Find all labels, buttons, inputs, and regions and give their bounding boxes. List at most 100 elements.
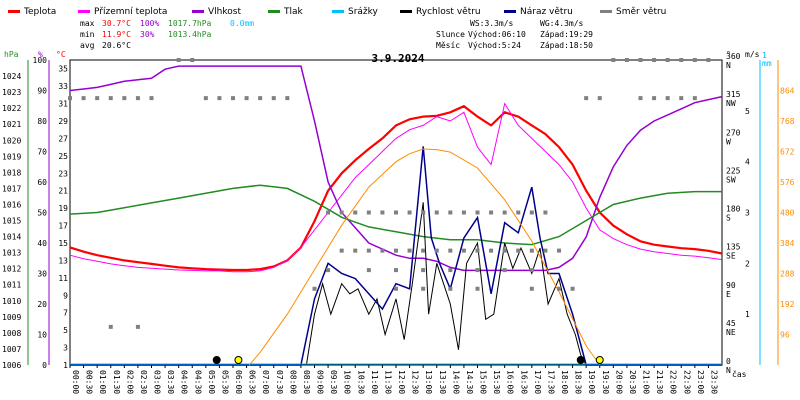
x-tick-label: 05:00 <box>207 370 216 394</box>
humidity-tick: 60 <box>37 178 47 187</box>
wind-direction-point <box>108 324 113 329</box>
temperature-tick: 27 <box>58 134 68 143</box>
astro-moon-label: Měsíc <box>436 41 460 50</box>
wind-direction-point <box>489 248 494 253</box>
direction-tick-label: NW <box>726 99 736 108</box>
pressure-tick: 1007 <box>2 345 21 354</box>
temperature-tick: 1 <box>63 361 68 370</box>
legend-label: Teplota <box>23 7 56 17</box>
x-tick-label: 02:30 <box>139 370 148 394</box>
wind-direction-point <box>366 248 371 253</box>
x-tick-label: 21:30 <box>655 370 664 394</box>
pressure-tick: 1020 <box>2 136 21 145</box>
solar-tick: 768 <box>780 117 795 126</box>
wind-direction-point <box>421 248 426 253</box>
legend-label: Rychlost větru <box>416 7 481 17</box>
wind-direction-point <box>543 210 548 215</box>
x-tick-label: 11:00 <box>370 370 379 394</box>
temperature-tick: 9 <box>63 291 68 300</box>
humidity-tick: 0 <box>42 361 47 370</box>
series-teplota <box>69 104 723 272</box>
humidity-tick: 40 <box>37 239 47 248</box>
humidity-unit: % <box>38 50 43 59</box>
x-tick-label: 17:00 <box>533 370 542 394</box>
x-tick-label: 04:30 <box>193 370 202 394</box>
series-wind-direction <box>68 58 711 329</box>
wind-direction-point <box>665 96 670 101</box>
wind-direction-point <box>285 96 290 101</box>
series-tlak <box>69 184 722 246</box>
x-tick-label: 20:00 <box>614 370 623 394</box>
x-tick-label: 00:30 <box>85 370 94 394</box>
wind-direction-point <box>394 248 398 253</box>
solar-tick: 192 <box>780 300 795 309</box>
wind-direction-point <box>122 96 127 101</box>
direction-tick: 135 <box>726 243 741 252</box>
stat-min-press: 1013.4hPa <box>168 30 212 39</box>
solar-tick: 384 <box>780 239 795 248</box>
wind-direction-point <box>231 96 235 101</box>
solar-tick: 480 <box>780 209 795 218</box>
wind-direction-point <box>529 268 534 273</box>
pressure-tick: 1016 <box>2 200 21 209</box>
moonrise-marker <box>212 356 221 364</box>
wind-direction-point <box>108 96 113 101</box>
x-tick-label: 14:00 <box>451 370 460 394</box>
wind-direction-point <box>394 268 398 273</box>
temperature-tick: 17 <box>58 222 68 231</box>
x-tick-label: 11:30 <box>383 370 392 394</box>
temperature-tick: 7 <box>63 309 68 318</box>
wind-direction-point <box>68 96 72 101</box>
wind-direction-point <box>366 210 371 215</box>
temperature-tick: 29 <box>58 117 68 126</box>
astro-moon-set: Západ:18:50 <box>540 41 593 50</box>
x-tick-label: 09:00 <box>316 370 325 394</box>
wind-tick: 3 <box>745 209 750 218</box>
x-tick-label: 07:30 <box>275 370 284 394</box>
wind-direction-point <box>461 248 466 253</box>
wind-direction-point <box>597 96 602 101</box>
wind-direction-point <box>461 210 466 215</box>
humidity-tick: 20 <box>37 300 47 309</box>
wind-direction-point <box>448 210 453 215</box>
series-solar <box>248 148 601 366</box>
temperature-tick: 15 <box>58 239 68 248</box>
legend-item: Tlak <box>268 7 304 17</box>
humidity-tick: 10 <box>37 331 47 340</box>
pressure-tick: 1013 <box>2 249 21 258</box>
astro-sun-label: Slunce <box>436 30 465 39</box>
x-tick-label: 06:30 <box>248 370 257 394</box>
solar-tick: 672 <box>780 148 795 157</box>
pressure-tick: 1009 <box>2 313 21 322</box>
direction-tick-label: SE <box>726 252 736 261</box>
temperature-unit: °C <box>56 50 66 59</box>
x-tick-label: 13:00 <box>424 370 433 394</box>
pressure-tick: 1019 <box>2 152 21 161</box>
wind-direction-point <box>271 96 276 101</box>
temperature-tick: 33 <box>58 82 68 91</box>
temperature-tick: 5 <box>63 326 68 335</box>
legend-item: Teplota <box>8 7 56 17</box>
x-tick-label: 18:30 <box>574 370 583 394</box>
wind-direction-point <box>421 268 426 273</box>
pressure-unit: hPa <box>4 50 19 59</box>
solar-tick: 576 <box>780 178 795 187</box>
wind-direction-point <box>543 248 548 253</box>
x-tick-label: 22:30 <box>682 370 691 394</box>
legend-swatch <box>78 10 90 13</box>
wind-direction-point <box>679 58 684 62</box>
wind-direction-point <box>557 248 561 253</box>
direction-tick: 360 <box>726 52 741 61</box>
x-tick-label: 02:00 <box>125 370 134 394</box>
wind-tick: 5 <box>745 107 750 116</box>
x-tick-label: 04:00 <box>180 370 189 394</box>
humidity-tick: 100 <box>33 56 48 65</box>
legend-label: Náraz větru <box>520 7 573 17</box>
wind-direction-point <box>706 58 711 62</box>
x-tick-label: 00:00 <box>71 370 80 394</box>
stat-max-hum: 100% <box>140 19 159 28</box>
pressure-tick: 1022 <box>2 104 21 113</box>
humidity-tick: 80 <box>37 117 47 126</box>
wind-direction-point <box>475 286 480 291</box>
x-tick-label: 23:30 <box>709 370 718 394</box>
